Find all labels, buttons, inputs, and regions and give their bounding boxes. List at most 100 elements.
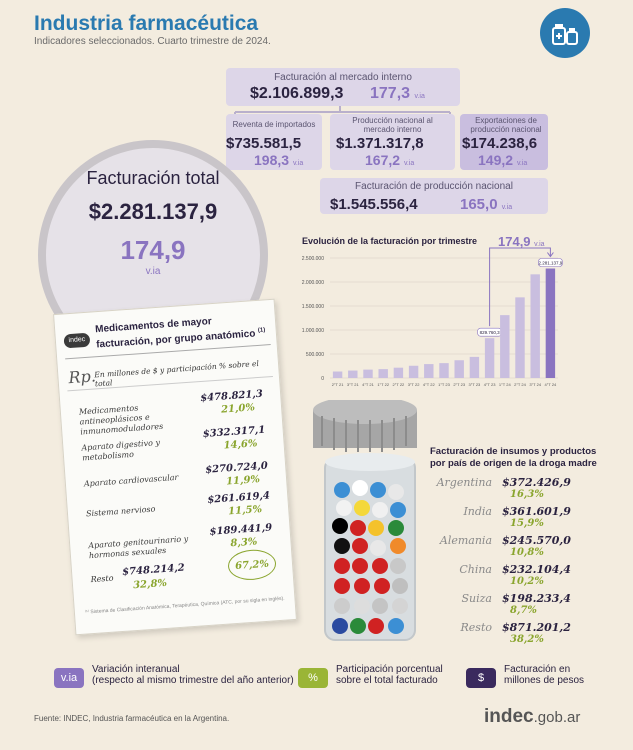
insumos-title: Facturación de insumos y productos por p… — [430, 446, 597, 469]
bar — [500, 315, 510, 378]
produccion-mi-value: $1.371.317,8 — [336, 135, 424, 152]
country-value: $198.233,4 — [502, 592, 571, 605]
produccion-mi-label: Producción nacional al mercado interno — [352, 116, 433, 134]
medicamento-row: Sistema nervioso $261.619,4 11,5% — [77, 490, 282, 518]
produccion-nacional-via: 165,0 v.ia — [460, 196, 512, 213]
resto-label: Resto — [90, 573, 114, 585]
y-tick-label: 1.500.000 — [302, 304, 324, 310]
indec-brand: indec.gob.ar — [484, 706, 580, 728]
country-row: China $232.104,4 10,2% — [430, 563, 580, 591]
legend-money-text-1: Facturación en — [504, 664, 571, 675]
medicamentos-title-note: (1) — [257, 327, 266, 334]
data-label-box — [538, 258, 563, 267]
indec-brand-main: indec — [484, 706, 534, 727]
total-label: Facturación total — [86, 168, 220, 188]
x-tick-label: 3°T 22 — [408, 382, 421, 387]
x-tick-label: 3°T 24 — [529, 382, 542, 387]
total-value: $2.281.137,9 — [88, 199, 218, 224]
mercado-interno-label: Facturación al mercado interno — [274, 72, 412, 83]
legend-pct-text-2: sobre el total facturado — [336, 675, 438, 686]
bar — [393, 367, 404, 378]
bar — [332, 371, 343, 378]
legend-pct-text-1: Participación porcentual — [336, 664, 443, 675]
medicamento-name: Aparato genitourinario y hormonas sexual… — [87, 534, 189, 561]
resto-value: $748.214,2 — [121, 562, 186, 578]
country-value: $372.426,9 — [502, 476, 571, 489]
bottle-cap-icon — [313, 400, 417, 452]
bar — [515, 297, 525, 378]
medicamentos-notepad: indec Medicamentos de mayor facturación,… — [53, 298, 297, 636]
exportaciones-via-value: 149,2 — [478, 152, 514, 168]
medicamento-row: Aparato genitourinario y hormonas sexual… — [80, 521, 285, 560]
produccion-nacional-via-value: 165,0 — [460, 196, 498, 213]
x-tick-label: 4°T 21 — [362, 382, 375, 387]
legend-via-badge: v.ia — [54, 668, 84, 688]
exportaciones-panel — [460, 114, 548, 170]
chart-annotation-value: 174,9 — [498, 234, 531, 249]
medicamento-pct: 11,9% — [225, 474, 261, 488]
legend-via-text-1: Variación interanual — [92, 664, 180, 675]
medicamento-pct: 14,6% — [223, 438, 258, 452]
country-pct: 10,8% — [510, 547, 544, 558]
reventa-panel — [226, 114, 322, 170]
medicamento-pct: 11,5% — [227, 504, 263, 518]
x-tick-label: 3°T 23 — [469, 382, 482, 387]
country-row: Argentina $372.426,9 16,3% — [430, 476, 580, 504]
x-tick-label: 1°T 22 — [377, 382, 390, 387]
y-tick-label: 0 — [321, 376, 324, 382]
legend-money-text: Facturación en millones de pesos — [504, 664, 584, 686]
y-tick-label: 500.000 — [306, 352, 324, 358]
bar — [484, 338, 495, 378]
annotation-arrow-icon — [546, 252, 554, 258]
x-tick-label: 2°T 22 — [393, 382, 406, 387]
y-tick-label: 1.000.000 — [302, 328, 324, 334]
total-via-unit: v.ia — [145, 266, 161, 277]
produccion-nacional-value: $1.545.556,4 — [330, 196, 418, 213]
exportaciones-via-unit: v.ia — [516, 160, 528, 167]
country-row: Suiza $198.233,4 8,7% — [430, 592, 580, 620]
country-name: Alemania — [439, 534, 492, 547]
total-via-value: 174,9 — [120, 235, 186, 265]
produccion-mi-panel — [330, 114, 455, 170]
bar — [469, 356, 480, 378]
page-title: Industria farmacéutica — [34, 12, 259, 35]
reventa-via: 198,3 v.ia — [254, 152, 303, 168]
country-name: China — [459, 563, 492, 576]
resto-pct: 32,8% — [132, 577, 168, 592]
country-row: Resto $871.201,2 38,2% — [430, 621, 580, 649]
country-pct: 16,3% — [510, 489, 544, 500]
quarterly-bar-chart: 0 500.000 1.000.000 1.500.000 2.000.000 2.500… — [302, 247, 563, 387]
medicamento-value: $189.441,9 — [209, 522, 273, 538]
mercado-interno-via-value: 177,3 — [370, 85, 411, 102]
legend-via-text-2: (respecto al mismo trimestre del año ant… — [92, 675, 294, 686]
mercado-interno-value: $2.106.899,3 — [250, 85, 344, 102]
indec-brand-suffix: .gob.ar — [533, 709, 581, 726]
rp-mark: Rp. — [67, 366, 97, 388]
medicamento-name: Aparato cardiovascular — [83, 472, 179, 489]
legend-via-text: Variación interanual (respecto al mismo … — [92, 664, 294, 686]
produccion-nacional-label: Facturación de producción nacional — [355, 181, 513, 192]
x-tick-label: 1°T 23 — [438, 382, 451, 387]
pill-bottle-illustration — [313, 400, 417, 641]
bar — [530, 274, 540, 378]
x-tick-label: 4°T 22 — [423, 382, 436, 387]
produccion-mi-via-value: 167,2 — [365, 152, 401, 168]
bar — [408, 365, 419, 378]
bar — [378, 369, 388, 378]
medicamento-name: Sistema nervioso — [85, 504, 156, 519]
medicamentos-footnote: ⁽¹⁾ Sistema de Clasificación Anatómica, … — [84, 595, 285, 616]
mercado-interno-via-unit: v.ia — [414, 93, 425, 100]
country-pct: 15,9% — [510, 518, 544, 529]
produccion-nacional-via-unit: v.ia — [501, 204, 513, 211]
pills-icon — [332, 480, 408, 634]
x-tick-label: 4°T 24 — [545, 382, 558, 387]
medicamento-pct: 8,3% — [230, 536, 258, 550]
source-note: Fuente: INDEC, Industria farmacéutica en… — [34, 714, 230, 723]
country-pct: 8,7% — [510, 605, 537, 616]
circled-total: 67,2% — [227, 548, 278, 582]
legend-pct-text: Participación porcentual sobre el total … — [336, 664, 443, 686]
country-name: Resto — [460, 621, 492, 634]
data-label: 2.281.137,9 — [539, 261, 563, 266]
x-tick-label: 2°T 24 — [514, 382, 527, 387]
country-row: India $361.601,9 15,9% — [430, 505, 580, 533]
